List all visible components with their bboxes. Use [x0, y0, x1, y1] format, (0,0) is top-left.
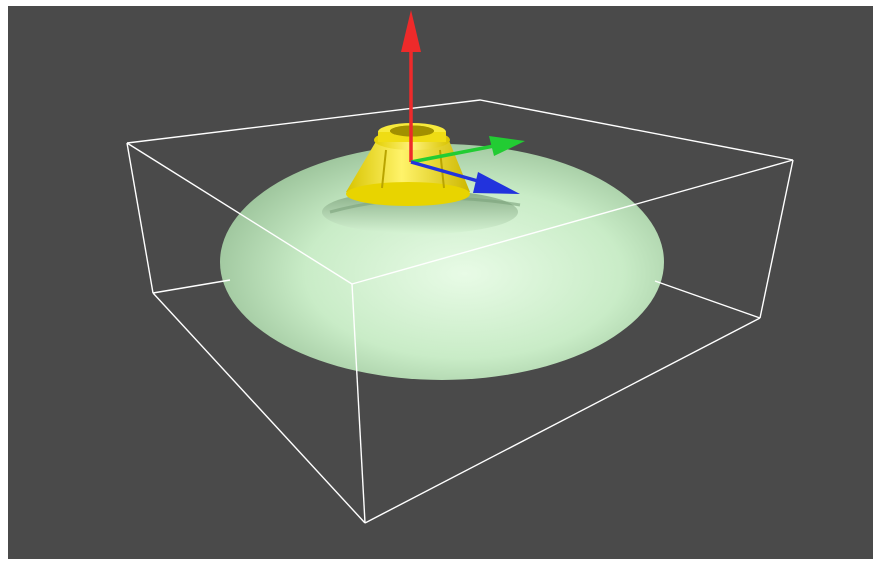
axis-gizmo[interactable]	[401, 10, 525, 194]
x-axis-arrow-icon	[489, 136, 525, 156]
y-axis-arrow-icon	[473, 172, 520, 194]
z-axis-arrow-icon	[401, 10, 421, 52]
x-axis-line	[410, 144, 495, 164]
bounding-box	[126, 99, 794, 294]
bounding-box-front	[126, 142, 794, 524]
y-axis-line	[410, 160, 486, 185]
